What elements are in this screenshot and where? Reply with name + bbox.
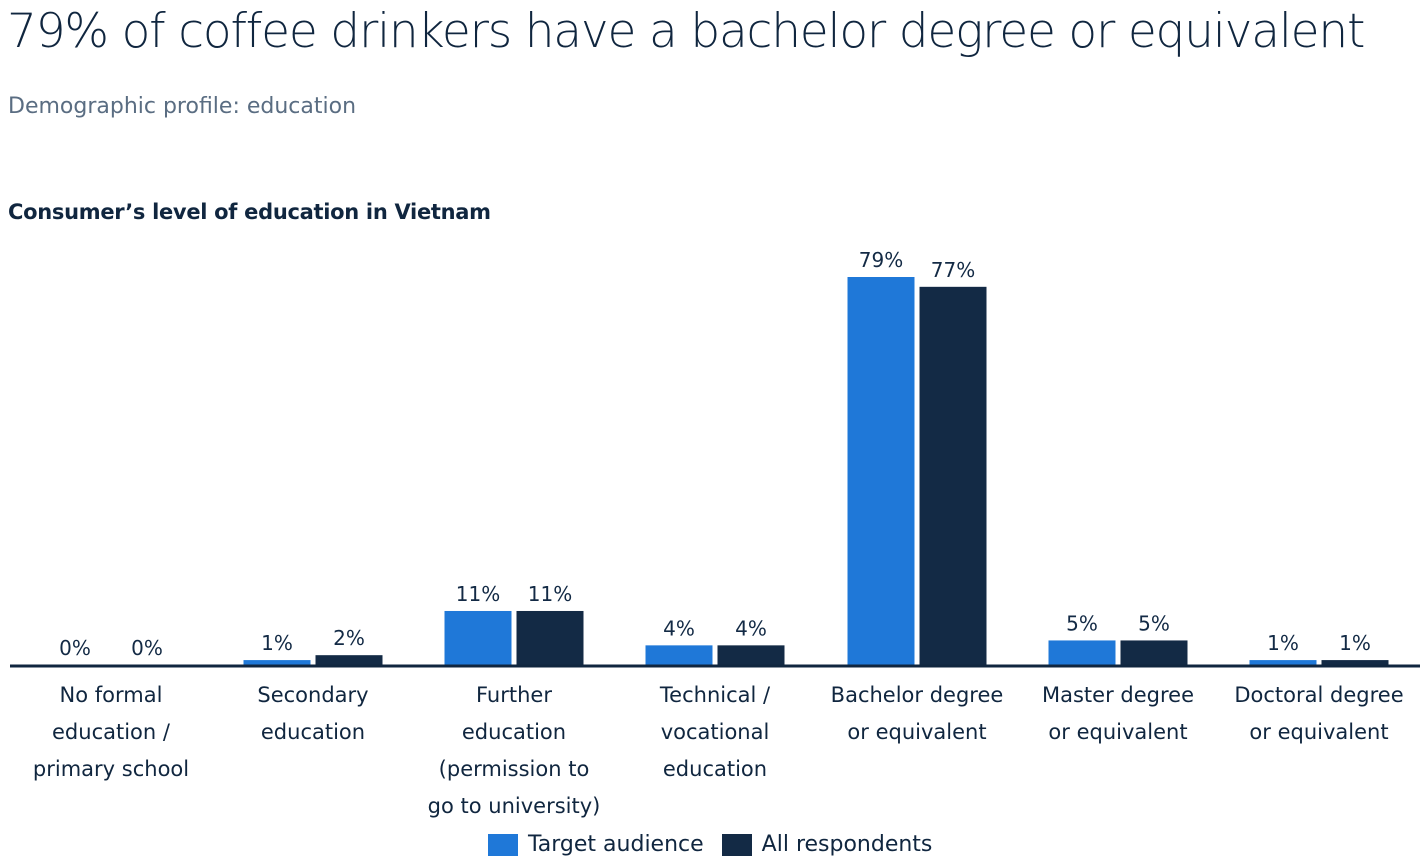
data-label-all-respondents-5: 5% bbox=[1138, 611, 1170, 635]
data-label-target-audience-6: 1% bbox=[1267, 631, 1299, 655]
data-label-target-audience-5: 5% bbox=[1066, 611, 1098, 635]
data-label-all-respondents-2: 11% bbox=[528, 582, 572, 606]
legend-item-all-respondents: All respondents bbox=[721, 832, 933, 857]
x-tick-label-1: Secondary education bbox=[257, 683, 368, 744]
data-label-all-respondents-0: 0% bbox=[131, 636, 163, 660]
bar-all-respondents-1 bbox=[315, 655, 383, 665]
bar-all-respondents-6 bbox=[1321, 660, 1389, 665]
x-tick-label-4: Bachelor degree or equivalent bbox=[831, 683, 1004, 744]
data-label-target-audience-4: 79% bbox=[859, 248, 903, 272]
bar-target-audience-2 bbox=[444, 610, 512, 665]
bar-target-audience-3 bbox=[645, 645, 713, 665]
bar-target-audience-6 bbox=[1249, 660, 1317, 665]
data-label-target-audience-3: 4% bbox=[663, 616, 695, 640]
legend-item-target-audience: Target audience bbox=[488, 832, 704, 857]
legend-swatch-target-audience bbox=[488, 833, 518, 856]
data-label-target-audience-2: 11% bbox=[456, 582, 500, 606]
x-tick-label-3: Technical / vocational education bbox=[659, 683, 771, 781]
legend-label-target-audience: Target audience bbox=[528, 832, 704, 857]
bar-all-respondents-5 bbox=[1120, 640, 1188, 665]
data-label-all-respondents-3: 4% bbox=[735, 616, 767, 640]
legend-swatch-all-respondents bbox=[721, 833, 752, 856]
x-tick-label-5: Master degree or equivalent bbox=[1042, 683, 1194, 744]
bar-all-respondents-3 bbox=[717, 645, 785, 665]
chart-legend: Target audience All respondents bbox=[488, 832, 950, 857]
bar-all-respondents-2 bbox=[516, 610, 584, 665]
data-label-all-respondents-6: 1% bbox=[1339, 631, 1371, 655]
x-tick-label-0: No formal education / primary school bbox=[33, 683, 189, 781]
page-subheadline: Demographic profile: education bbox=[8, 94, 357, 119]
data-label-target-audience-0: 0% bbox=[59, 636, 91, 660]
chart-title: Consumer’s level of education in Vietnam bbox=[8, 200, 491, 224]
data-label-target-audience-1: 1% bbox=[261, 631, 293, 655]
bar-chart: 0% 0% No formal education / primary school 1%… bbox=[10, 248, 1420, 818]
x-tick-label-2: Further education (permission to go to univ… bbox=[428, 683, 601, 818]
data-label-all-respondents-1: 2% bbox=[333, 626, 365, 650]
bar-target-audience-5 bbox=[1048, 640, 1116, 665]
bar-target-audience-4 bbox=[847, 277, 915, 665]
page-headline: 79% of coffee drinkers have a bachelor d… bbox=[7, 4, 1365, 59]
legend-label-all-respondents: All respondents bbox=[761, 832, 933, 857]
x-tick-label-6: Doctoral degree or equivalent bbox=[1234, 683, 1403, 744]
bar-target-audience-1 bbox=[243, 660, 311, 665]
data-label-all-respondents-4: 77% bbox=[931, 258, 975, 282]
bar-all-respondents-4 bbox=[919, 286, 987, 665]
